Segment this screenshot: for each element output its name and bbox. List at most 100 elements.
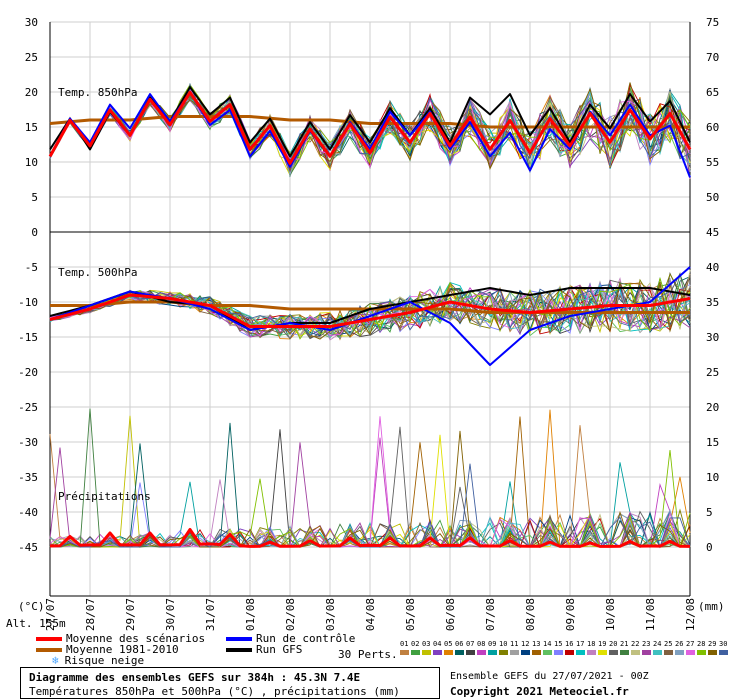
- date-tick-label: 08/08: [524, 598, 537, 631]
- member-swatch: [598, 650, 607, 655]
- member-number: 13: [532, 640, 540, 648]
- legend-control-run: Run de contrôle: [226, 632, 355, 645]
- left-axis-ticks: 30 25 20 15 10 5 0 -5 -10 -15 -20 -25 -30 -35 -40 -45: [18, 16, 38, 554]
- member-number: 15: [554, 640, 562, 648]
- member-number: 24: [653, 640, 661, 648]
- member-swatch: [411, 650, 420, 655]
- member-swatch: [675, 650, 684, 655]
- member-number: 03: [422, 640, 430, 648]
- legend-label: Run GFS: [256, 643, 303, 656]
- left-tick-label: -5: [25, 261, 38, 274]
- member-swatch: [587, 650, 596, 655]
- member-swatch: [576, 650, 585, 655]
- left-tick-label: 15: [25, 121, 38, 134]
- legend-label: Risque neige: [64, 654, 145, 667]
- right-tick-label: 10: [706, 471, 719, 484]
- panel-label-t850: Temp. 850hPa: [58, 86, 137, 99]
- panel-label-precip: Précipitations: [58, 490, 151, 503]
- member-number: 17: [576, 640, 584, 648]
- date-tick-label: 29/07: [124, 598, 137, 631]
- left-tick-label: 5: [31, 191, 38, 204]
- member-number: 27: [686, 640, 694, 648]
- right-tick-label: 5: [706, 506, 713, 519]
- date-tick-label: 30/07: [164, 598, 177, 631]
- member-swatch: [631, 650, 640, 655]
- date-tick-label: 06/08: [444, 598, 457, 631]
- right-tick-label: 20: [706, 401, 719, 414]
- date-tick-label: 01/08: [244, 598, 257, 631]
- member-swatch: [719, 650, 728, 655]
- member-number: 11: [510, 640, 518, 648]
- member-number: 23: [642, 640, 650, 648]
- series-line-t500: [49, 293, 691, 328]
- member-swatch: [609, 650, 618, 655]
- panel-label-t500: Temp. 500hPa: [58, 266, 137, 279]
- date-tick-label: 09/08: [564, 598, 577, 631]
- ensemble-t500-line: [49, 286, 691, 339]
- left-tick-label: -30: [18, 436, 38, 449]
- right-tick-label: 50: [706, 191, 719, 204]
- legend-mean-1981-2010: Moyenne 1981-2010: [36, 643, 179, 656]
- member-number: 04: [433, 640, 441, 648]
- member-number: 02: [411, 640, 419, 648]
- member-swatch: [565, 650, 574, 655]
- member-swatch: [455, 650, 464, 655]
- left-tick-label: -40: [18, 506, 38, 519]
- left-tick-label: -10: [18, 296, 38, 309]
- ensemble-member-swatches: 01 02 03 04 05 06 07 08 09 10 11 12 13 14 15 16 17 18 19 20…: [400, 640, 728, 655]
- right-tick-label: 30: [706, 331, 719, 344]
- altitude-label: Alt. 155m: [6, 617, 66, 630]
- left-tick-label: 0: [31, 226, 38, 239]
- member-number: 08: [477, 640, 485, 648]
- snowflake-icon: ❄: [52, 654, 59, 667]
- right-tick-label: 15: [706, 436, 719, 449]
- left-tick-label: -35: [18, 471, 38, 484]
- legend-snow-risk: ❄ Risque neige: [52, 654, 144, 667]
- member-swatch: [400, 650, 409, 655]
- left-tick-label: -15: [18, 331, 38, 344]
- right-tick-label: 65: [706, 86, 719, 99]
- ensemble-count-label: 30 Perts.: [338, 648, 398, 661]
- member-number: 30: [719, 640, 727, 648]
- legend-swatch-blue: [226, 636, 252, 641]
- right-tick-label: 35: [706, 296, 719, 309]
- member-swatch: [554, 650, 563, 655]
- member-number: 25: [664, 640, 672, 648]
- ensemble-t500-line: [49, 288, 691, 336]
- right-tick-label: 70: [706, 51, 719, 64]
- member-number: 26: [675, 640, 683, 648]
- member-swatch: [532, 650, 541, 655]
- legend-swatch-red: [36, 636, 62, 641]
- date-tick-label: 10/08: [604, 598, 617, 631]
- member-number: 07: [466, 640, 474, 648]
- date-tick-label: 04/08: [364, 598, 377, 631]
- info-title: Diagramme des ensembles GEFS sur 384h : …: [29, 671, 361, 684]
- member-swatch: [510, 650, 519, 655]
- date-tick-label: 12/08: [684, 598, 697, 631]
- member-swatch: [697, 650, 706, 655]
- left-tick-label: -25: [18, 401, 38, 414]
- left-tick-label: -45: [18, 541, 38, 554]
- member-swatch: [543, 650, 552, 655]
- member-swatch: [620, 650, 629, 655]
- member-number: 21: [620, 640, 628, 648]
- member-number: 18: [587, 640, 595, 648]
- member-number: 09: [488, 640, 496, 648]
- main-series-lines: [48, 86, 692, 548]
- left-tick-label: 25: [25, 51, 38, 64]
- series-line-t850: [48, 90, 692, 165]
- member-swatch: [422, 650, 431, 655]
- left-axis-unit: (°C): [18, 600, 45, 613]
- member-swatch: [686, 650, 695, 655]
- right-axis-unit: (mm): [698, 600, 725, 613]
- right-tick-label: 45: [706, 226, 719, 239]
- member-number: 19: [598, 640, 606, 648]
- member-number: 05: [444, 640, 452, 648]
- legend-label: Moyenne 1981-2010: [66, 643, 179, 656]
- member-swatch: [477, 650, 486, 655]
- legend-gfs-run: Run GFS: [226, 643, 302, 656]
- member-swatch: [642, 650, 651, 655]
- member-swatch: [488, 650, 497, 655]
